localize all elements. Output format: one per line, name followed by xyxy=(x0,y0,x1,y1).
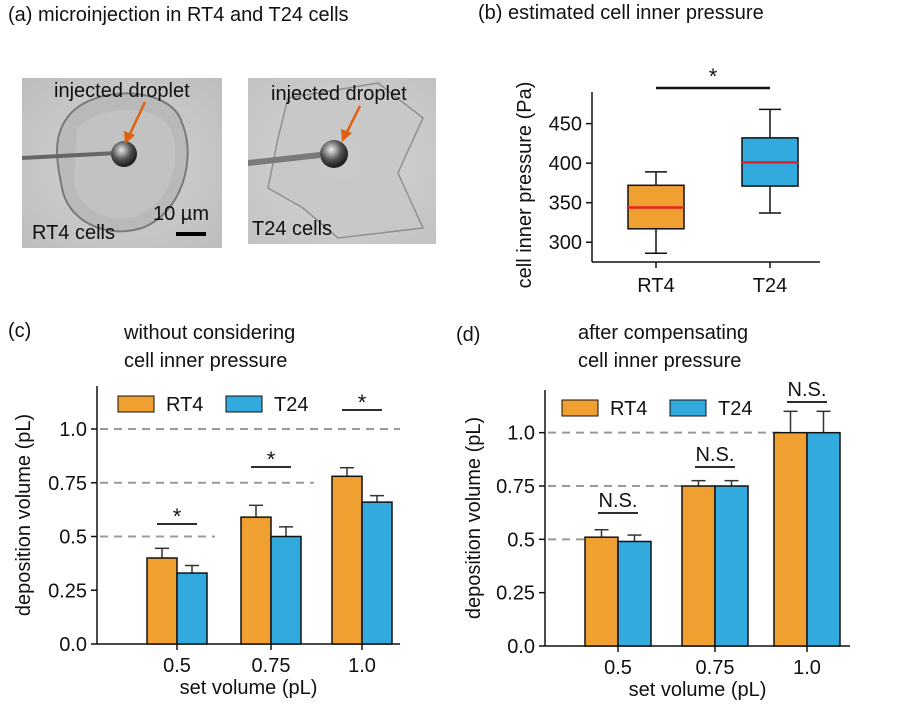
chart-c-y-tick-label: 1.0 xyxy=(59,419,87,441)
chart-c-bar-t24 xyxy=(176,572,208,645)
rt4-annotation-arrow xyxy=(124,101,147,144)
chart-d-bar-t24 xyxy=(714,485,749,647)
chart-d-y-tick-label: 0.0 xyxy=(507,636,535,658)
panel-d-letter: (d) xyxy=(456,324,481,346)
chart-d-x-tick-label: 1.0 xyxy=(793,657,821,679)
panel-a-title-text: microinjection in RT4 and T24 cells xyxy=(38,4,349,26)
scale-bar-label: 10 µm xyxy=(153,203,209,225)
t24-injected-droplet-label: injected droplet xyxy=(271,83,407,105)
t24-annotation-arrow xyxy=(341,105,362,142)
chart-c-y-tick-label: 0.75 xyxy=(48,473,87,495)
chart-b-y-tick-label: 300 xyxy=(549,232,582,254)
chart-c-significance-label: * xyxy=(173,504,182,529)
chart-c-bar-t24 xyxy=(361,501,393,645)
chart-b-x-tick-label: T24 xyxy=(753,275,787,297)
chart-d-bar-rt4 xyxy=(681,485,716,647)
chart-c-legend-swatch-rt4 xyxy=(117,395,155,413)
chart-d-significance-label: N.S. xyxy=(696,444,735,466)
chart-c-y-tick-label: 0.5 xyxy=(59,527,87,549)
panel-c-letter: (c) xyxy=(8,320,32,342)
chart-d-y-tick-label: 0.5 xyxy=(507,529,535,551)
chart-d-legend-label-t24: T24 xyxy=(718,398,752,420)
chart-d-y-tick-label: 0.25 xyxy=(496,583,535,605)
chart-b-significance-label: * xyxy=(709,64,718,89)
chart-b-y-axis-label: cell inner pressure (Pa) xyxy=(514,82,536,289)
chart-d-y-tick-label: 1.0 xyxy=(507,423,535,445)
chart-d-x-axis-label: set volume (pL) xyxy=(629,679,767,701)
chart-c-y-tick-label: 0.0 xyxy=(59,634,87,656)
chart-b-y-tick-label: 400 xyxy=(549,153,582,175)
t24-cells-label: T24 cells xyxy=(252,218,333,240)
chart-d-significance-label: N.S. xyxy=(788,379,827,401)
chart-c-y-axis-label: deposition volume (pL) xyxy=(13,414,35,616)
panel-b-title: (b) estimated cell inner pressure xyxy=(478,2,764,25)
chart-c-legend-swatch-t24 xyxy=(225,395,263,413)
rt4-microscope-image xyxy=(22,78,222,248)
rt4-cells-label: RT4 cells xyxy=(32,222,115,244)
rt4-cell-illustration xyxy=(22,78,222,248)
chart-d-y-axis-label: deposition volume (pL) xyxy=(463,417,485,619)
panel-c-title-line1: without considering xyxy=(124,322,296,344)
panel-a-letter: (a) xyxy=(8,4,33,26)
chart-c-bar-t24 xyxy=(270,535,302,645)
scale-bar xyxy=(176,232,206,236)
chart-d-legend-swatch-t24 xyxy=(669,399,707,417)
chart-c-y-tick-label: 0.25 xyxy=(48,580,87,602)
chart-d-bar-t24 xyxy=(617,540,652,647)
chart-d-legend-swatch-rt4 xyxy=(561,399,599,417)
chart-d-x-tick-label: 0.5 xyxy=(604,657,632,679)
panel-d-title-line1: after compensating xyxy=(578,322,749,344)
panel-c-title-line2: cell inner pressure xyxy=(124,350,288,372)
chart-c-bar-rt4 xyxy=(146,557,178,645)
chart-c-significance-label: * xyxy=(267,447,276,472)
chart-b-y-tick-label: 350 xyxy=(549,193,582,215)
chart-d-x-tick-label: 0.75 xyxy=(696,657,735,679)
chart-d-y-tick-label: 0.75 xyxy=(496,476,535,498)
chart-c-legend-label-rt4: RT4 xyxy=(166,394,203,416)
chart-d-significance-label: N.S. xyxy=(599,490,638,512)
panel-a-title: (a) microinjection in RT4 and T24 cells xyxy=(8,4,349,27)
rt4-injected-droplet-label: injected droplet xyxy=(54,80,190,102)
chart-c-legend-label-t24: T24 xyxy=(274,394,308,416)
panel-d-title-line2: cell inner pressure xyxy=(578,350,742,372)
chart-c-x-tick-label: 0.5 xyxy=(163,655,191,677)
chart-b-x-tick-label: RT4 xyxy=(637,275,674,297)
chart-d-legend-label-rt4: RT4 xyxy=(610,398,647,420)
chart-d-bar-rt4 xyxy=(773,431,808,647)
t24-microscope-image xyxy=(248,78,436,244)
chart-c-significance-label: * xyxy=(358,390,367,415)
t24-cell-illustration xyxy=(248,78,436,244)
chart-d-bar-t24 xyxy=(806,431,841,647)
chart-b-y-tick-label: 450 xyxy=(549,114,582,136)
chart-c-x-tick-label: 0.75 xyxy=(252,655,291,677)
panel-b-letter: (b) xyxy=(478,2,503,24)
panel-b-title-text: estimated cell inner pressure xyxy=(508,2,764,24)
chart-c-x-axis-label: set volume (pL) xyxy=(180,677,318,699)
chart-d-bar-rt4 xyxy=(584,536,619,647)
chart-c-x-tick-label: 1.0 xyxy=(348,655,376,677)
